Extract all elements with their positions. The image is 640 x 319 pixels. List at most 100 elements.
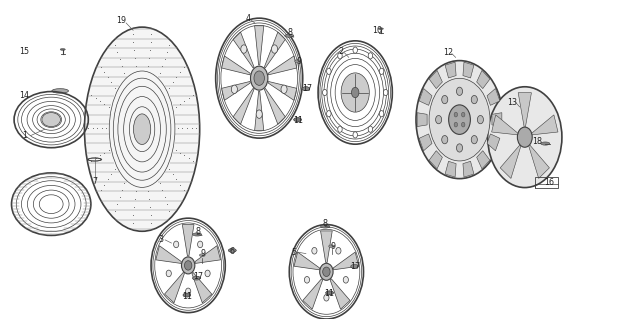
Polygon shape [445, 62, 456, 78]
Ellipse shape [84, 27, 200, 231]
Ellipse shape [173, 241, 179, 248]
Text: 14: 14 [19, 91, 29, 100]
Text: 11: 11 [324, 289, 335, 298]
Polygon shape [255, 26, 264, 65]
Ellipse shape [416, 61, 503, 179]
Polygon shape [264, 32, 285, 68]
Ellipse shape [329, 245, 334, 248]
Polygon shape [492, 115, 518, 135]
Ellipse shape [184, 261, 192, 270]
Ellipse shape [241, 45, 247, 53]
Ellipse shape [454, 112, 458, 117]
Ellipse shape [378, 28, 383, 30]
Text: 12: 12 [443, 48, 453, 57]
Ellipse shape [436, 115, 442, 124]
Text: 9: 9 [297, 57, 302, 66]
Ellipse shape [456, 87, 463, 95]
Polygon shape [294, 252, 319, 270]
Polygon shape [419, 88, 432, 105]
Polygon shape [255, 91, 264, 130]
Ellipse shape [294, 118, 301, 122]
Text: 7: 7 [92, 177, 97, 186]
Ellipse shape [254, 71, 264, 85]
Ellipse shape [60, 48, 65, 50]
Text: 5: 5 [292, 248, 297, 256]
Ellipse shape [456, 144, 463, 152]
Ellipse shape [198, 241, 203, 248]
Ellipse shape [320, 263, 333, 280]
Ellipse shape [471, 95, 477, 104]
Ellipse shape [326, 291, 333, 295]
Ellipse shape [231, 85, 237, 93]
Polygon shape [492, 113, 502, 127]
Polygon shape [487, 88, 500, 105]
Ellipse shape [193, 276, 200, 280]
Ellipse shape [353, 47, 357, 53]
Ellipse shape [305, 277, 310, 283]
Ellipse shape [541, 142, 550, 145]
Ellipse shape [380, 68, 384, 74]
Polygon shape [419, 134, 432, 151]
Ellipse shape [182, 257, 195, 274]
Text: 6: 6 [229, 247, 234, 256]
Polygon shape [531, 115, 558, 135]
Ellipse shape [351, 264, 358, 268]
Polygon shape [321, 231, 332, 263]
Ellipse shape [338, 53, 342, 59]
Ellipse shape [312, 248, 317, 254]
Ellipse shape [183, 293, 191, 297]
Ellipse shape [368, 126, 372, 132]
Text: 1: 1 [22, 131, 27, 140]
Ellipse shape [488, 87, 562, 188]
Ellipse shape [183, 293, 191, 297]
Ellipse shape [353, 132, 357, 138]
Ellipse shape [351, 87, 359, 98]
Ellipse shape [186, 288, 191, 295]
Text: 17: 17 [302, 84, 312, 93]
Ellipse shape [461, 112, 465, 117]
Text: 18: 18 [532, 137, 543, 146]
Polygon shape [233, 32, 254, 68]
Ellipse shape [193, 233, 202, 236]
Ellipse shape [256, 110, 262, 118]
Text: 16: 16 [544, 178, 554, 187]
Ellipse shape [295, 60, 301, 63]
Text: 17: 17 [193, 272, 203, 281]
Ellipse shape [471, 136, 477, 144]
Ellipse shape [442, 136, 448, 144]
Polygon shape [221, 81, 250, 100]
Text: 10: 10 [372, 26, 383, 35]
Polygon shape [500, 144, 521, 178]
Text: 11: 11 [293, 116, 303, 125]
Polygon shape [182, 225, 194, 256]
Polygon shape [330, 279, 350, 309]
Text: 17: 17 [350, 262, 360, 271]
Polygon shape [429, 151, 442, 169]
Ellipse shape [380, 111, 384, 117]
Text: 19: 19 [116, 16, 127, 25]
Ellipse shape [341, 73, 369, 112]
Ellipse shape [326, 291, 333, 295]
Ellipse shape [442, 95, 448, 104]
Polygon shape [463, 161, 474, 177]
Ellipse shape [351, 264, 358, 268]
Polygon shape [303, 279, 323, 309]
Ellipse shape [454, 122, 458, 127]
Ellipse shape [429, 78, 490, 161]
Ellipse shape [323, 267, 330, 277]
Ellipse shape [52, 89, 68, 93]
Text: 9: 9 [201, 249, 206, 258]
Polygon shape [487, 134, 500, 151]
Polygon shape [164, 272, 184, 303]
Ellipse shape [302, 87, 310, 91]
Ellipse shape [326, 111, 331, 117]
Text: 2: 2 [338, 47, 343, 56]
Text: 11: 11 [182, 292, 193, 300]
Ellipse shape [324, 294, 329, 301]
Polygon shape [477, 151, 490, 169]
Polygon shape [233, 88, 254, 124]
Text: 8: 8 [287, 28, 292, 37]
Text: 3: 3 [159, 235, 164, 244]
Text: 9: 9 [330, 242, 335, 251]
Text: 8: 8 [196, 227, 201, 236]
